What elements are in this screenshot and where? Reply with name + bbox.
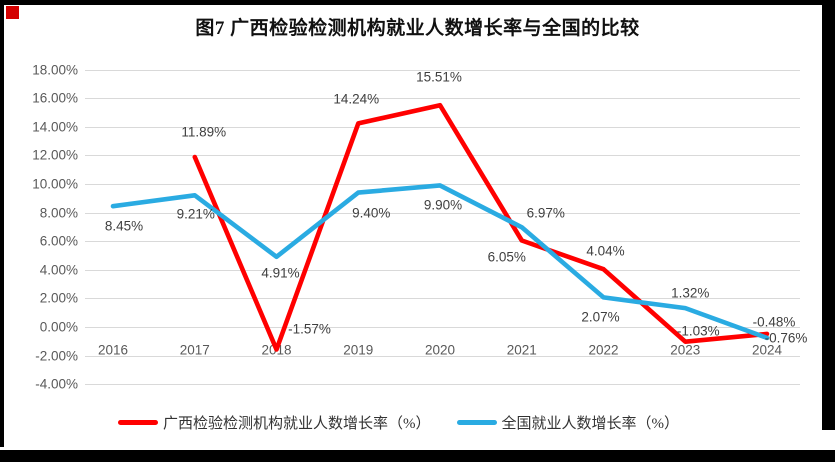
legend-line-swatch: [456, 420, 497, 425]
x-axis-tick-label: 2023: [670, 342, 701, 358]
legend-label: 全国就业人数增长率（%）: [501, 416, 680, 432]
data-label: 2.07%: [581, 309, 620, 325]
x-axis-tick-label: 2022: [588, 342, 619, 358]
gridline: [85, 69, 800, 71]
data-label: 4.04%: [586, 243, 625, 259]
legend-line-swatch: [118, 420, 158, 425]
gridline: [85, 384, 800, 386]
gridline: [85, 155, 800, 157]
bottom-border: [0, 450, 835, 462]
y-axis-tick-label: 6.00%: [39, 233, 78, 249]
data-label: 4.91%: [261, 265, 300, 281]
data-label: 6.05%: [487, 249, 526, 265]
data-label: 9.90%: [423, 197, 463, 213]
x-axis-tick-label: 2024: [751, 342, 783, 358]
y-axis-tick-label: 4.00%: [39, 262, 78, 278]
corner-marker: [6, 6, 19, 19]
gridline: [85, 298, 800, 300]
y-axis-tick-label: 12.00%: [32, 147, 78, 163]
x-axis-tick-label: 2019: [343, 342, 374, 358]
y-axis-tick-label: 16.00%: [32, 90, 78, 106]
x-axis-tick-label: 2021: [506, 342, 537, 358]
data-label: -0.76%: [764, 330, 808, 346]
data-label: 14.24%: [333, 91, 380, 107]
y-axis-tick-label: 10.00%: [32, 176, 78, 192]
legend-label: 广西检验检测机构就业人数增长率（%）: [163, 416, 431, 432]
gridline: [85, 355, 800, 357]
y-axis-tick-label: 14.00%: [32, 119, 78, 135]
top-border: [0, 0, 835, 5]
gridline: [85, 241, 800, 243]
data-label: 15.51%: [416, 69, 462, 85]
gridline: [85, 98, 800, 100]
y-axis-tick-label: -2.00%: [35, 348, 78, 364]
y-axis-tick-label: 2.00%: [39, 290, 78, 306]
data-label: -1.57%: [288, 321, 331, 337]
x-axis-tick-label: 2020: [424, 342, 456, 358]
x-axis-tick-label: 2017: [179, 342, 210, 358]
data-label: 8.45%: [104, 218, 144, 234]
right-border: [822, 0, 835, 430]
left-border: [0, 0, 4, 447]
legend-item: 广西检验检测机构就业人数增长率（%）: [118, 412, 431, 433]
gridline: [85, 212, 800, 214]
data-label: 11.89%: [181, 124, 227, 140]
y-axis-tick-label: 18.00%: [32, 62, 78, 78]
data-label: 9.21%: [176, 206, 215, 222]
series-line: [110, 183, 770, 341]
y-axis-tick-label: 0.00%: [39, 319, 78, 335]
y-axis-tick-label: -4.00%: [35, 376, 78, 392]
data-label: 1.32%: [671, 285, 710, 301]
data-label: -0.48%: [752, 314, 796, 330]
series-line: [192, 102, 770, 352]
data-label: -1.03%: [676, 323, 720, 339]
legend: 广西检验检测机构就业人数增长率（%） 全国就业人数增长率（%）: [118, 412, 679, 433]
gridline: [85, 126, 800, 128]
data-label: 6.97%: [526, 205, 565, 221]
y-axis-tick-label: 8.00%: [39, 205, 78, 221]
x-axis-tick-label: 2016: [97, 342, 129, 358]
chart-title: 图7 广西检验检测机构就业人数增长率与全国的比较: [195, 18, 640, 39]
gridline: [85, 327, 800, 328]
legend-item: 全国就业人数增长率（%）: [456, 412, 680, 433]
data-label: 9.40%: [352, 205, 391, 221]
gridline: [85, 269, 800, 271]
